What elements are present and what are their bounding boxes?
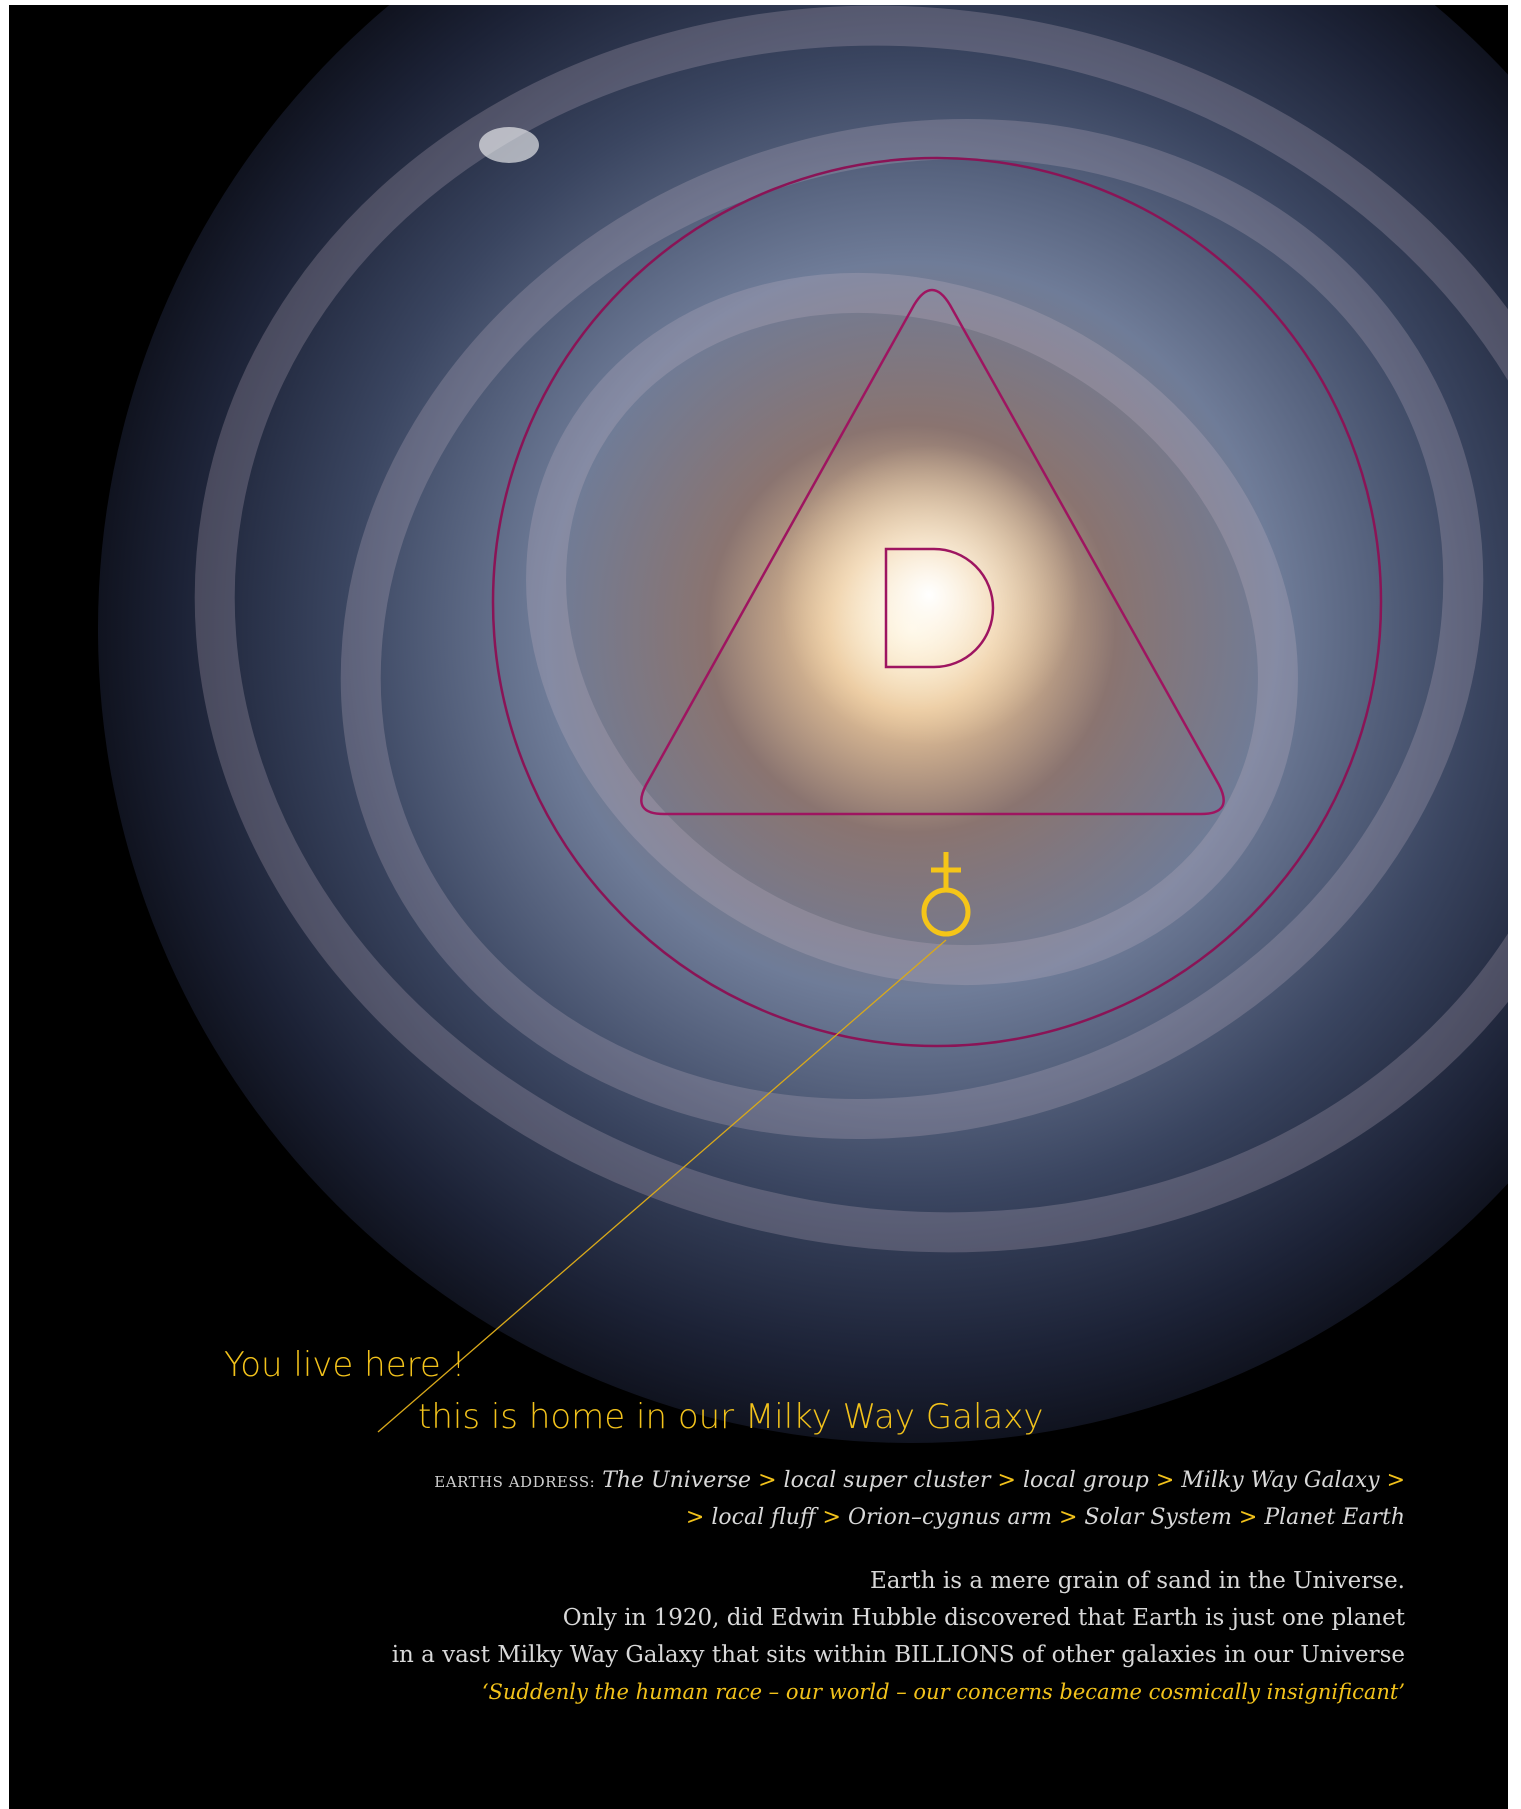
earth-symbol xyxy=(921,852,971,937)
d-symbol xyxy=(884,547,995,669)
address-separator: > xyxy=(758,1468,777,1493)
address-label: EARTHS ADDRESS: xyxy=(434,1473,596,1491)
address-item: local fluff xyxy=(711,1505,816,1530)
outer-ring xyxy=(491,156,1383,1048)
address-separator: > xyxy=(822,1505,841,1530)
address-separator: > xyxy=(1155,1468,1175,1493)
address-item: Milky Way Galaxy xyxy=(1181,1468,1380,1493)
body-text: Earth is a mere grain of sand in the Uni… xyxy=(392,1563,1405,1711)
address-item: The Universe xyxy=(602,1468,752,1493)
address-item: local group xyxy=(1022,1468,1149,1493)
address-separator: > xyxy=(1238,1505,1258,1530)
address-separator: > xyxy=(997,1468,1016,1493)
address-separator: > xyxy=(1058,1505,1078,1530)
galaxy-graphic xyxy=(98,5,1508,1443)
body-line: Earth is a mere grain of sand in the Uni… xyxy=(870,1568,1405,1594)
address-item: Solar System xyxy=(1084,1505,1232,1530)
galaxy-disc xyxy=(98,5,1508,1443)
triangle-symbol xyxy=(640,288,1225,816)
quote: ‘Suddenly the human race – our world – o… xyxy=(481,1680,1405,1704)
body-line: Only in 1920, did Edwin Hubble discovere… xyxy=(562,1605,1405,1631)
address-separator: > xyxy=(1386,1468,1405,1493)
body-line: in a vast Milky Way Galaxy that sits wit… xyxy=(391,1642,1405,1668)
address-line: > local fluff > Orion–cygnus arm > Solar… xyxy=(434,1500,1405,1536)
pointer-line xyxy=(377,939,947,1433)
caption: this is home in our Milky Way Galaxy xyxy=(418,1397,1044,1437)
galaxy-core xyxy=(779,445,1079,745)
address-line: EARTHS ADDRESS: The Universe > local sup… xyxy=(434,1463,1405,1500)
address-item: Planet Earth xyxy=(1264,1505,1405,1530)
spiral-arms xyxy=(194,5,1508,1253)
address-item: Orion–cygnus arm xyxy=(847,1505,1052,1530)
address-separator: > xyxy=(685,1505,705,1530)
poster: You live here ! this is home in our Milk… xyxy=(9,5,1508,1809)
pointer-label: You live here ! xyxy=(224,1345,466,1385)
address-item: local super cluster xyxy=(783,1468,991,1493)
address: EARTHS ADDRESS: The Universe > local sup… xyxy=(434,1463,1405,1536)
satellite-galaxy xyxy=(479,127,539,163)
